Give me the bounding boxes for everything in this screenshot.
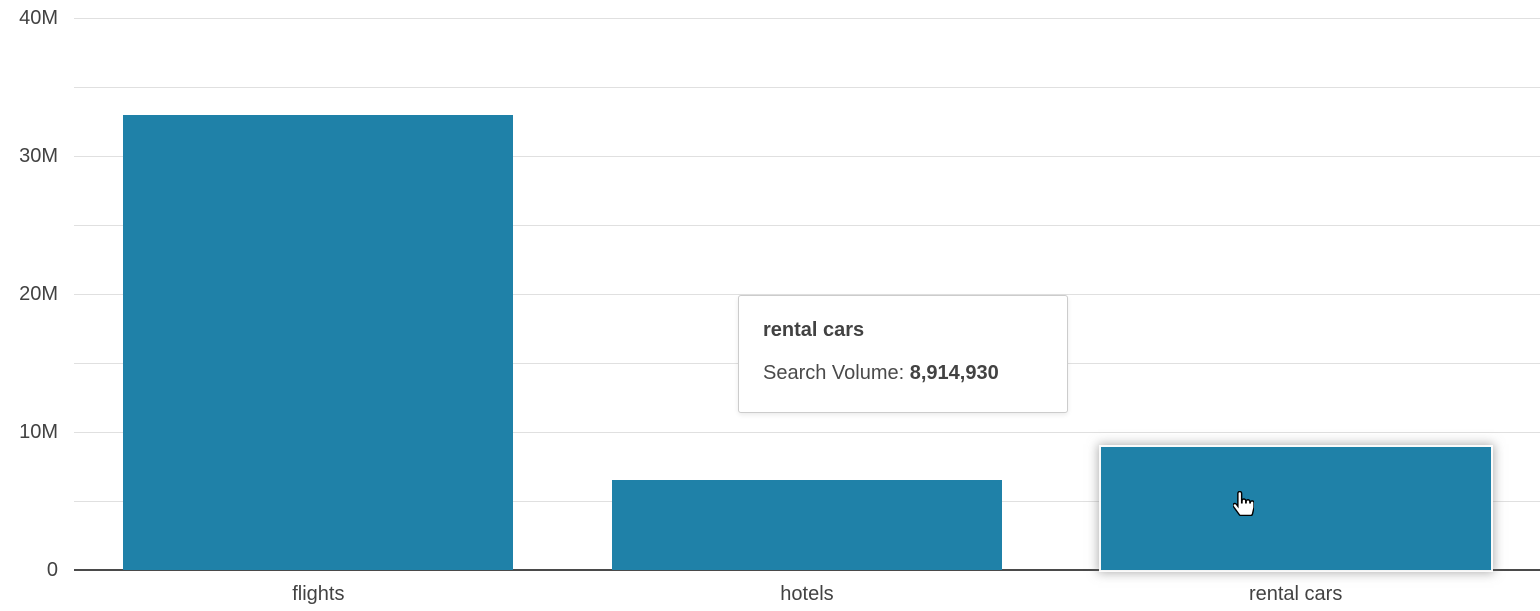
x-tick-label: rental cars: [1248, 583, 1343, 605]
gridline: [74, 431, 1540, 433]
hand-pointer-cursor-icon: [1233, 491, 1254, 516]
tooltip-metric: Search Volume: 8,914,930: [763, 362, 1043, 385]
tooltip-metric-label: Search Volume:: [763, 362, 910, 384]
tooltip-metric-value: 8,914,930: [909, 362, 999, 384]
x-axis-line: [74, 569, 1540, 571]
gridline: [74, 17, 1540, 19]
gridline: [74, 293, 1540, 295]
y-tick-label: 30M: [19, 145, 58, 167]
tooltip: rental cars Search Volume: 8,914,930: [738, 295, 1068, 413]
y-tick-label: 0: [46, 559, 58, 581]
y-tick-label: 10M: [19, 421, 58, 443]
x-tick-label: flights: [292, 583, 345, 605]
y-tick-label: 40M: [19, 7, 58, 29]
bar-hotels[interactable]: [612, 480, 1002, 570]
bar-flights[interactable]: [123, 114, 514, 570]
gridline: [74, 86, 1540, 88]
x-tick-label: hotels: [780, 583, 834, 605]
gridline: [74, 224, 1540, 226]
y-tick-label: 20M: [19, 283, 58, 305]
bar-rental-cars[interactable]: [1098, 444, 1493, 572]
gridline: [74, 155, 1540, 157]
tooltip-title: rental cars: [763, 319, 865, 341]
